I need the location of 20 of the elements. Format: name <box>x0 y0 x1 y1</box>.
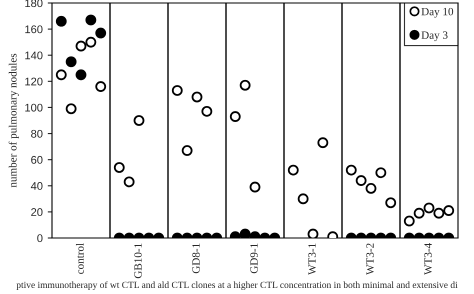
y-tick-label: 20 <box>31 208 43 216</box>
y-tick-label: 0 <box>37 234 43 242</box>
x-tick-label: GB10-1 <box>134 244 142 278</box>
x-tick-label: WT3-4 <box>424 243 432 275</box>
y-tick-label: 100 <box>25 104 43 112</box>
text: ptive immunotherapy of wt CTL and ald CTL clones at a higher CTL concentration in both minimal and extensive di <box>16 281 458 290</box>
x-tick-label: GD9-1 <box>250 244 258 274</box>
x-tick-label: GD8-1 <box>192 244 200 274</box>
y-tick-label: 80 <box>31 130 43 138</box>
legend-label: Day 10 <box>421 8 454 18</box>
y-tick-label: 160 <box>25 25 43 34</box>
y-axis-title: number of pulmonary nodules <box>8 54 19 188</box>
y-tick-label: 60 <box>31 156 43 164</box>
legend-label: Day 3 <box>421 31 448 42</box>
x-tick-label: WT3-1 <box>308 244 316 275</box>
x-tick-label: control <box>76 243 84 274</box>
x-tick-label: WT3-2 <box>366 243 374 275</box>
y-tick-label: 140 <box>25 51 43 60</box>
y-tick-label: 120 <box>25 78 43 86</box>
y-tick-label: 40 <box>30 182 43 190</box>
